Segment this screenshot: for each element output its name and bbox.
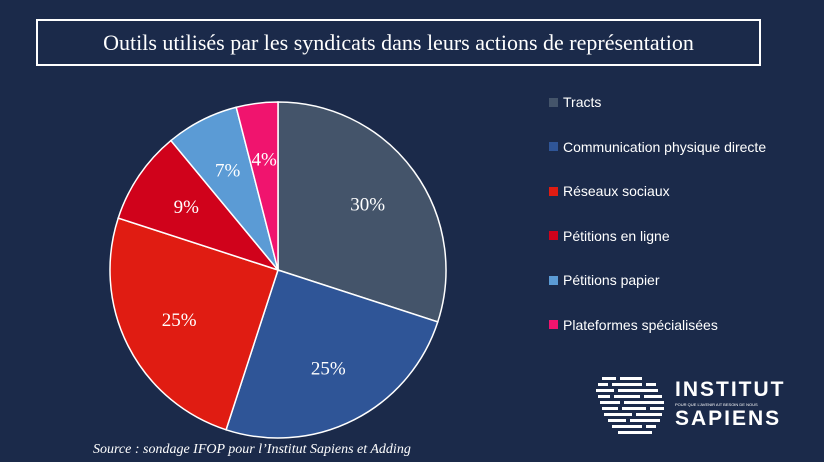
pie-slice-0 [277,101,447,323]
legend-item-reseaux: Réseaux sociaux [549,180,766,202]
legend-item-tracts: Tracts [549,91,766,113]
legend: Tracts Communication physique directe Ré… [549,91,766,359]
slice-label-5: 4% [251,149,277,170]
slice-label-4: 7% [215,161,241,182]
source-note: Source : sondage IFOP pour l’Institut Sa… [93,442,411,457]
legend-swatch [549,186,558,196]
slice-label-0: 30% [350,194,385,215]
legend-swatch [549,275,558,285]
legend-item-petitions-papier: Pétitions papier [549,269,766,291]
slice-label-2: 25% [162,310,197,331]
chart-title: Outils utilisés par les syndicats dans l… [103,29,694,55]
legend-label: Plateformes spécialisées [563,316,718,333]
legend-swatch [549,320,558,330]
slice-label-1: 25% [311,358,346,379]
slice-label-3: 9% [174,197,200,218]
pie-slice-2 [109,217,279,431]
legend-swatch [549,231,558,241]
legend-swatch [549,97,558,107]
pie-slice-5 [235,101,279,271]
logo-tagline: POUR QUE L'AVENIR AIT BESOIN DE NOUS [675,402,758,407]
legend-item-plateformes: Plateformes spécialisées [549,314,766,336]
logo-text-institut: INSTITUT [675,378,786,401]
legend-label: Communication physique directe [563,138,767,155]
legend-item-petitions-ligne: Pétitions en ligne [549,225,766,247]
logo-mark-icon [596,377,664,434]
pie-slice-1 [225,269,439,439]
legend-swatch [549,142,558,152]
chart-title-box: Outils utilisés par les syndicats dans l… [36,19,761,66]
legend-label: Pétitions en ligne [563,227,670,244]
pie-slice-3 [117,139,281,272]
legend-label: Pétitions papier [563,272,660,289]
legend-label: Réseaux sociaux [563,183,670,200]
legend-label: Tracts [563,94,602,110]
institut-sapiens-logo: INSTITUT POUR QUE L'AVENIR AIT BESOIN DE… [594,375,784,437]
logo-text-sapiens: SAPIENS [675,407,782,430]
legend-item-communication: Communication physique directe [549,136,766,158]
